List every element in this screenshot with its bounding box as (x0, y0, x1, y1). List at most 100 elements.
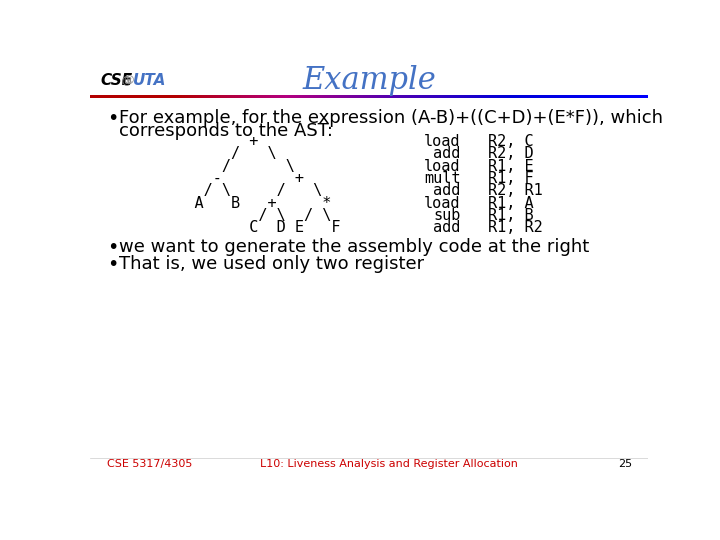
Bar (207, 95, 210, 98)
Text: R2, R1: R2, R1 (488, 184, 543, 198)
Bar (316, 95, 319, 98)
Bar (327, 95, 330, 98)
Bar (364, 95, 366, 98)
Text: / \     /   \: / \ / \ (158, 184, 323, 198)
Bar (349, 95, 353, 98)
Bar (562, 95, 564, 98)
Bar (224, 95, 227, 98)
Bar (199, 95, 202, 98)
Bar (138, 95, 140, 98)
Bar (623, 95, 626, 98)
Bar (294, 95, 297, 98)
Bar (481, 95, 484, 98)
Bar (478, 95, 481, 98)
Text: add: add (433, 146, 461, 161)
Bar (508, 95, 512, 98)
Bar (230, 95, 233, 98)
Bar (249, 95, 252, 98)
Bar (204, 95, 207, 98)
Text: •: • (107, 255, 118, 274)
Bar (639, 95, 643, 98)
Text: •: • (107, 238, 118, 257)
Bar (307, 95, 311, 98)
Bar (215, 95, 219, 98)
Bar (132, 95, 135, 98)
Bar (495, 95, 498, 98)
Text: load: load (424, 159, 461, 174)
Bar (266, 95, 269, 98)
Bar (464, 95, 467, 98)
Bar (489, 95, 492, 98)
Bar (124, 95, 127, 98)
Bar (483, 95, 487, 98)
Text: CSE: CSE (101, 73, 133, 89)
Bar (171, 95, 174, 98)
Bar (213, 95, 216, 98)
Bar (419, 95, 423, 98)
Bar (221, 95, 225, 98)
Bar (450, 95, 453, 98)
Text: R1, E: R1, E (488, 159, 534, 174)
Bar (422, 95, 426, 98)
Bar (572, 95, 576, 98)
Bar (179, 95, 182, 98)
Bar (550, 95, 554, 98)
Bar (456, 95, 459, 98)
Bar (617, 95, 621, 98)
Bar (615, 95, 618, 98)
Bar (498, 95, 500, 98)
Bar (402, 95, 405, 98)
Bar (274, 95, 277, 98)
Bar (414, 95, 417, 98)
Text: For example, for the expression (A-B)+((C+D)+(E*F)), which: For example, for the expression (A-B)+((… (120, 109, 663, 127)
Bar (587, 95, 590, 98)
Bar (486, 95, 490, 98)
Text: R1, F: R1, F (488, 171, 534, 186)
Bar (374, 95, 378, 98)
Bar (472, 95, 475, 98)
Bar (148, 95, 152, 98)
Text: @: @ (122, 76, 131, 86)
Bar (517, 95, 520, 98)
Bar (310, 95, 314, 98)
Text: •: • (107, 109, 118, 127)
Bar (185, 95, 188, 98)
Bar (300, 95, 302, 98)
Bar (233, 95, 235, 98)
Bar (336, 95, 338, 98)
Bar (151, 95, 155, 98)
Bar (492, 95, 495, 98)
Bar (260, 95, 264, 98)
Bar (438, 95, 442, 98)
Bar (269, 95, 271, 98)
Bar (441, 95, 445, 98)
Bar (372, 95, 375, 98)
Bar (505, 95, 509, 98)
Bar (500, 95, 503, 98)
Text: CSE 5317/4305: CSE 5317/4305 (107, 458, 192, 469)
Bar (514, 95, 517, 98)
Bar (545, 95, 548, 98)
Bar (600, 95, 604, 98)
Bar (255, 95, 258, 98)
Bar (416, 95, 420, 98)
Bar (305, 95, 308, 98)
Bar (324, 95, 328, 98)
Bar (433, 95, 436, 98)
Bar (240, 95, 244, 98)
Bar (302, 95, 305, 98)
Bar (459, 95, 462, 98)
Text: That is, we used only two register: That is, we used only two register (120, 255, 425, 273)
Text: load: load (424, 195, 461, 211)
Bar (467, 95, 470, 98)
Bar (642, 95, 646, 98)
Text: UTA: UTA (132, 73, 166, 89)
Bar (526, 95, 528, 98)
Text: C  D E   F: C D E F (158, 220, 341, 235)
Bar (447, 95, 450, 98)
Text: L10: Liveness Analysis and Register Allocation: L10: Liveness Analysis and Register Allo… (261, 458, 518, 469)
Bar (90, 95, 93, 98)
Text: load: load (424, 134, 461, 149)
Bar (366, 95, 369, 98)
Bar (202, 95, 204, 98)
